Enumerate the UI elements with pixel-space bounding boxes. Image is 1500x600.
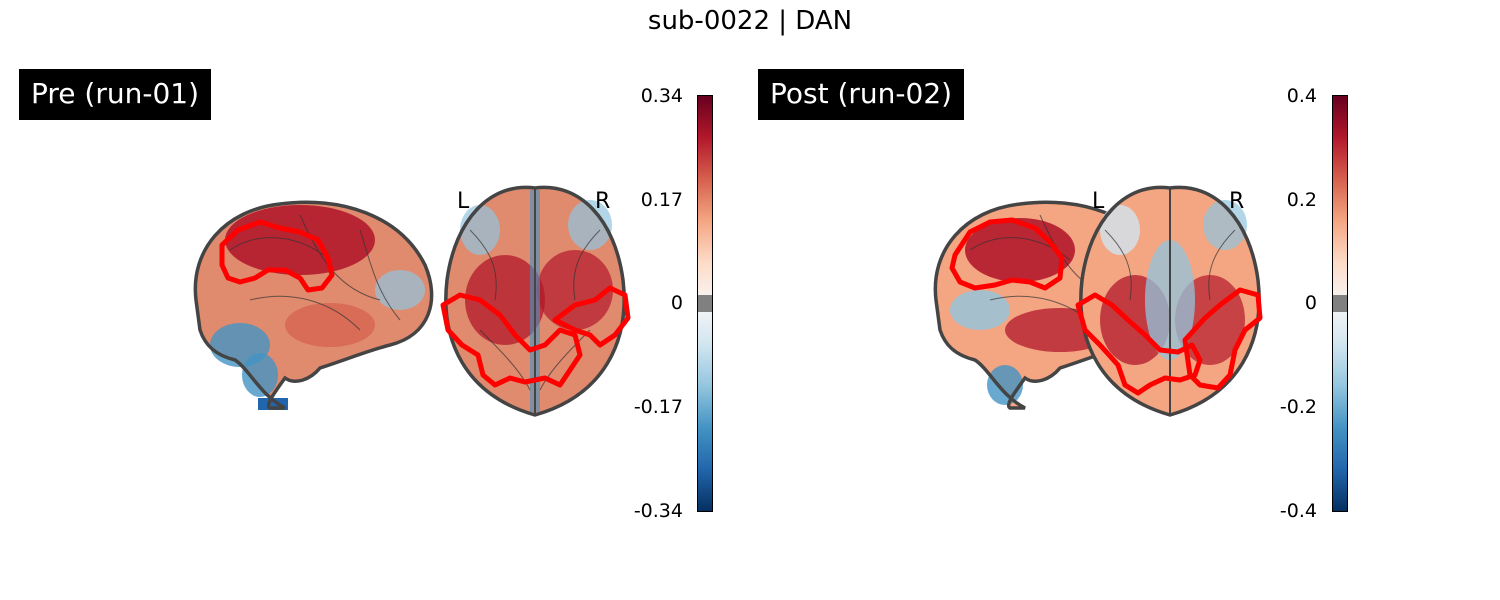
- brain-views-pre: [193, 185, 631, 417]
- network-outline-axial-left-pre: [440, 292, 583, 388]
- axial-view-pre: [440, 185, 631, 417]
- colorbar-tick-pre-5: -0.34: [633, 500, 683, 522]
- orientation-left-post: L: [1092, 189, 1105, 214]
- colorbar-tick-post-3: 0: [1304, 292, 1317, 314]
- network-outline-sagittal-post: [949, 217, 1065, 291]
- network-outline-axial-left-post: [1075, 292, 1203, 396]
- colorbar-tick-post-2: 0.2: [1286, 189, 1317, 211]
- colorbar-tick-pre-3: 0: [670, 292, 683, 314]
- sagittal-view-pre: [193, 200, 434, 410]
- axial-view-post: [1075, 185, 1263, 417]
- panel-pre: Pre (run-01): [0, 0, 740, 600]
- network-outline-axial-right-post: [1182, 287, 1263, 391]
- colorbar-threshold-post: [1333, 295, 1347, 312]
- colorbar-tick-pre-4: -0.17: [633, 396, 683, 418]
- orientation-right-post: R: [1229, 189, 1245, 214]
- colorbar-tick-post-5: -0.4: [1279, 500, 1317, 522]
- orientation-left-pre: L: [457, 189, 470, 214]
- panel-post: Post (run-02): [740, 0, 1500, 600]
- network-outline-axial-right-pre: [552, 285, 631, 348]
- colorbar-threshold-pre: [698, 295, 712, 312]
- brain-views-post: [933, 185, 1263, 417]
- figure-title: sub-0022 | DAN: [647, 6, 853, 36]
- colorbar-pre: [697, 95, 713, 512]
- colorbar-tick-post-4: -0.2: [1279, 396, 1317, 418]
- colorbar-post: [1332, 95, 1348, 512]
- network-outline-sagittal-pre: [219, 219, 335, 293]
- colorbar-tick-post-1: 0.4: [1286, 85, 1317, 107]
- colorbar-tick-pre-1: 0.34: [640, 85, 683, 107]
- panel-label-pre: Pre (run-01): [19, 69, 211, 120]
- panel-label-post: Post (run-02): [758, 69, 965, 120]
- orientation-right-pre: R: [595, 189, 611, 214]
- colorbar-tick-pre-2: 0.17: [640, 189, 683, 211]
